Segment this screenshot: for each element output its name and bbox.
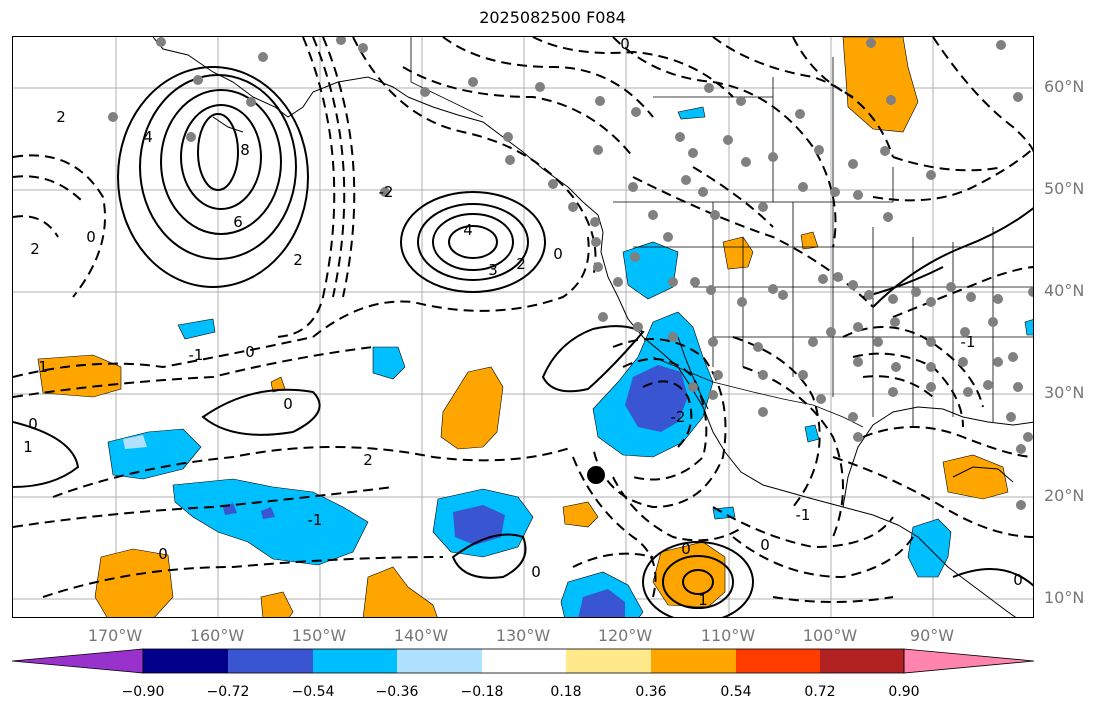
lon-label-100w: 100°W (802, 626, 858, 645)
contour-label: 3 (488, 261, 498, 279)
colorbar-tick: −0.72 (206, 684, 250, 700)
lon-label-110w: 110°W (700, 626, 756, 645)
lon-label-160w: 160°W (189, 626, 245, 645)
contour-label: 0 (1013, 571, 1023, 589)
lon-label-150w: 150°W (291, 626, 347, 645)
contour-label: 8 (240, 141, 250, 159)
colorbar-tick: −0.90 (121, 684, 165, 700)
colorbar-low-extend (11, 648, 144, 674)
colorbar (11, 648, 1035, 674)
contour-label: 0 (760, 536, 770, 554)
dark-blue-fill-areas (223, 365, 688, 617)
colorbar-tick: 0.36 (635, 684, 667, 700)
colorbar-bin (397, 649, 482, 673)
contour-labels: 0 2 4 8 6 2 0 4 3 2 0 -2 2 0 -1 0 2 0 -1… (23, 37, 1023, 609)
lon-label-140w: 140°W (393, 626, 449, 645)
contour-label: 2 (516, 255, 526, 273)
lat-label-30n: 30°N (1044, 383, 1085, 402)
colorbar-bin (820, 649, 904, 673)
contour-label: 4 (463, 221, 473, 239)
contour-label: 0 (553, 245, 563, 263)
contour-label: -1 (961, 333, 976, 351)
colorbar-bin (313, 649, 397, 673)
colorbar-tick: 0.54 (720, 684, 752, 700)
lon-label-90w: 90°W (909, 626, 955, 645)
map-panel: 0 2 4 8 6 2 0 4 3 2 0 -2 2 0 -1 0 2 0 -1… (12, 36, 1034, 618)
contour-label: -1 (308, 511, 323, 529)
political-borders (410, 37, 1033, 428)
contour-label: 0 (531, 563, 541, 581)
lat-label-40n: 40°N (1044, 281, 1085, 300)
contour-label: 0 (245, 343, 255, 361)
contour-label: 0 (86, 228, 96, 246)
location-marker (587, 466, 605, 484)
contour-label: 2 (363, 451, 373, 469)
contour-label: 1 (38, 358, 48, 376)
solid-contours (13, 66, 1033, 617)
contour-label: 4 (143, 128, 153, 146)
lon-label-120w: 120°W (597, 626, 653, 645)
colorbar-bin (566, 649, 651, 673)
colorbar-bin (482, 649, 566, 673)
colorbar-high-extend (903, 648, 1035, 674)
contour-label: 0 (283, 395, 293, 413)
contour-label: 0 (681, 540, 691, 558)
colorbar-bin (736, 649, 820, 673)
station-dots (108, 37, 1033, 510)
contour-label: 0 (158, 545, 168, 563)
map-title: 2025082500 F084 (479, 8, 626, 27)
contour-label: -2 (671, 408, 686, 426)
colorbar-tick: 0.90 (888, 684, 920, 700)
contour-label: 0 (28, 415, 38, 433)
lat-label-60n: 60°N (1044, 77, 1085, 96)
contour-label: -2 (379, 183, 394, 201)
colorbar-tick: −0.54 (291, 684, 335, 700)
contour-label: 0 (620, 37, 630, 53)
colorbar-tick: 0.18 (550, 684, 582, 700)
contour-label: 1 (23, 438, 33, 456)
orange-fill-areas (37, 37, 1009, 617)
contour-label: -1 (796, 506, 811, 524)
colorbar-bin (228, 649, 313, 673)
lat-label-10n: 10°N (1044, 588, 1085, 607)
contour-label: 2 (30, 240, 40, 258)
colorbar-bin (143, 649, 228, 673)
lon-label-170w: 170°W (87, 626, 143, 645)
lat-label-50n: 50°N (1044, 179, 1085, 198)
colorbar-tick: −0.36 (375, 684, 419, 700)
contour-label: -1 (189, 346, 204, 364)
map-svg: 0 2 4 8 6 2 0 4 3 2 0 -2 2 0 -1 0 2 0 -1… (13, 37, 1033, 617)
colorbar-tick: −0.18 (460, 684, 504, 700)
contour-label: 6 (233, 213, 243, 231)
colorbar-bin (651, 649, 736, 673)
lon-label-130w: 130°W (495, 626, 551, 645)
contour-label: 2 (56, 108, 66, 126)
contour-label: 2 (293, 251, 303, 269)
colorbar-tick: 0.72 (804, 684, 836, 700)
lat-label-20n: 20°N (1044, 486, 1085, 505)
contour-label: 1 (698, 591, 708, 609)
pale-blue-fill-areas (123, 435, 147, 449)
